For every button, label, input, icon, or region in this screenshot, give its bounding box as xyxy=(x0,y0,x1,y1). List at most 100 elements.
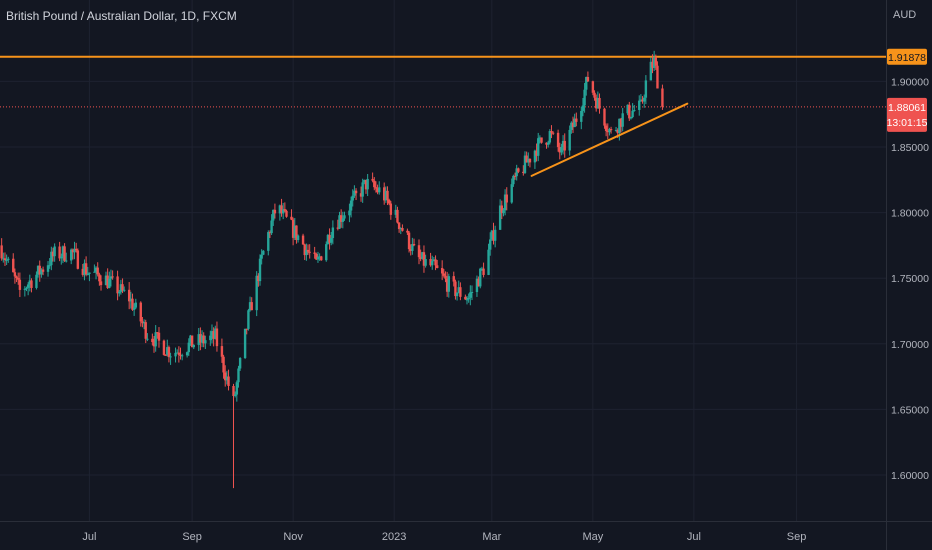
price-axis[interactable]: 1.60000 1.65000 1.70000 1.75000 1.80000 1.850… xyxy=(887,48,930,482)
candle-body xyxy=(639,99,643,101)
candle-body xyxy=(146,338,149,340)
candle-body xyxy=(561,140,565,148)
candle-body xyxy=(222,356,225,373)
candle-body xyxy=(12,258,15,273)
candle-body xyxy=(537,138,540,156)
candle-body xyxy=(262,250,265,255)
candle-body xyxy=(585,77,588,90)
time-axis[interactable]: Jul Sep Nov 2023 Mar May Jul Sep xyxy=(82,531,806,543)
candle-body xyxy=(492,230,495,241)
candle-body xyxy=(129,298,133,302)
support-trendline xyxy=(530,102,689,177)
candle-body xyxy=(192,344,195,348)
candle-body xyxy=(503,194,507,211)
candle-body xyxy=(594,97,598,109)
candle-body xyxy=(2,258,5,260)
candle-body xyxy=(475,278,479,293)
candle-body xyxy=(94,267,98,272)
candle-body xyxy=(185,352,189,356)
candle-body xyxy=(361,182,364,197)
candle-body xyxy=(315,253,318,260)
candle-body xyxy=(434,259,437,266)
candle-body xyxy=(235,382,239,395)
candle-body xyxy=(550,131,553,133)
y-tick-label: 1.60000 xyxy=(891,470,929,482)
candle-body xyxy=(199,334,202,343)
y-tick-label: 1.65000 xyxy=(891,404,929,416)
candle-body xyxy=(638,100,641,110)
candle-body xyxy=(363,179,366,183)
candle-body xyxy=(383,187,386,201)
candle-body xyxy=(283,209,287,211)
candle-body xyxy=(498,205,502,230)
symbol-title[interactable]: British Pound / Australian Dollar, 1D, F… xyxy=(6,9,237,23)
current-price-label: 1.88061 xyxy=(888,102,926,114)
candle-body xyxy=(293,225,296,238)
candle-body xyxy=(401,228,404,231)
candle-body xyxy=(487,249,490,275)
candle-body xyxy=(25,287,28,289)
candle-body xyxy=(469,292,472,298)
candle-body xyxy=(142,322,146,324)
candle-body xyxy=(280,205,283,214)
candle-body xyxy=(445,278,449,292)
candle-body xyxy=(651,61,654,68)
candle-body xyxy=(406,230,409,233)
candle-body xyxy=(167,347,171,358)
candle-body xyxy=(444,275,447,279)
candle-body xyxy=(96,267,99,275)
candle-body xyxy=(144,322,147,339)
candle-body xyxy=(349,200,353,211)
candle-body xyxy=(515,168,518,177)
candle-body xyxy=(17,278,20,280)
y-tick-label: 1.80000 xyxy=(891,208,929,220)
candle-body xyxy=(614,130,618,132)
candle-body xyxy=(467,297,470,300)
candle-body xyxy=(273,209,277,214)
x-tick-label: Jul xyxy=(687,531,701,543)
candle-body xyxy=(308,251,311,253)
candle-body xyxy=(378,187,381,193)
candle-body xyxy=(204,340,207,344)
candle-body xyxy=(285,210,288,217)
candle-body xyxy=(548,131,552,143)
candle-body xyxy=(41,269,45,272)
candle-body xyxy=(258,258,262,282)
candle-body xyxy=(179,354,182,356)
candle-body xyxy=(609,129,613,131)
candle-body xyxy=(493,229,497,241)
candle-body xyxy=(176,352,179,354)
candle-body xyxy=(180,355,184,357)
x-tick-label: Nov xyxy=(283,531,303,543)
candle-body xyxy=(480,268,484,270)
candle-body xyxy=(296,235,300,241)
candle-body xyxy=(281,209,285,214)
candle-body xyxy=(202,335,205,344)
candle-body xyxy=(644,80,648,98)
candle-body xyxy=(83,263,86,275)
candle-body xyxy=(320,256,323,261)
candle-body xyxy=(619,118,623,127)
chart-overlays xyxy=(530,102,689,177)
candle-body xyxy=(174,352,177,357)
candle-body xyxy=(394,209,398,215)
candle-body xyxy=(513,175,517,177)
candle-body xyxy=(291,219,295,238)
candle-body xyxy=(60,256,63,259)
candle-body xyxy=(177,352,181,355)
candle-body xyxy=(429,259,432,266)
candle-body xyxy=(84,263,88,275)
candle-body xyxy=(318,256,321,258)
candle-body xyxy=(76,250,80,269)
candle-body xyxy=(464,296,467,300)
candle-body xyxy=(295,225,298,241)
candle-body xyxy=(341,218,345,222)
candle-body xyxy=(63,246,66,261)
candle-body xyxy=(255,275,258,311)
candle-body xyxy=(641,99,644,102)
candle-body xyxy=(0,245,3,259)
candle-body xyxy=(106,275,109,288)
candle-body xyxy=(290,216,293,220)
